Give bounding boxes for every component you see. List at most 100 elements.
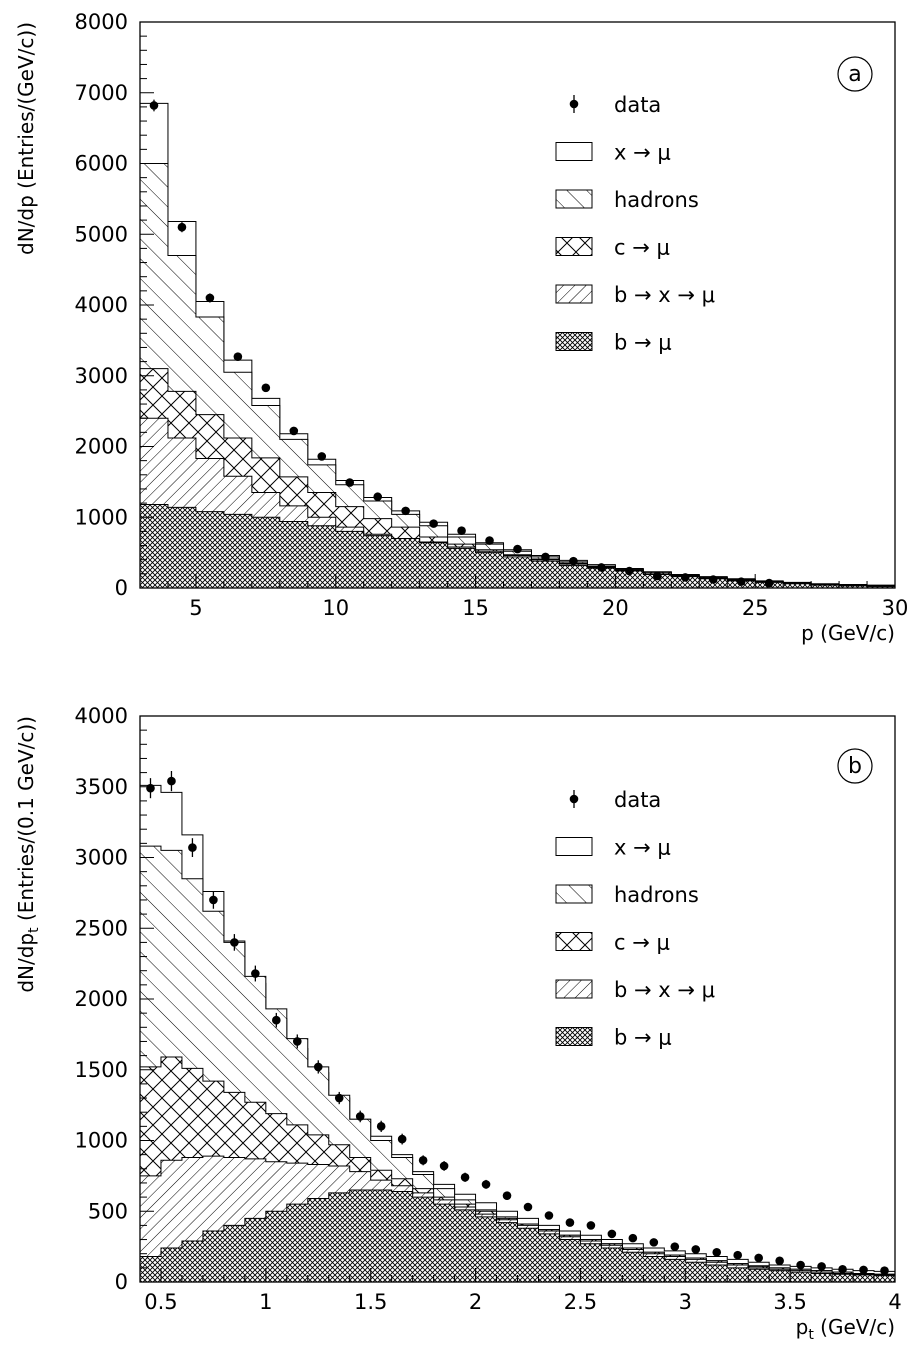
data-point [775, 1256, 784, 1266]
data-point [625, 566, 634, 576]
x-tick-label: 1.5 [354, 1290, 387, 1314]
legend-swatch [555, 932, 593, 951]
legend-swatch [555, 237, 593, 256]
y-axis-label-sub: t [26, 927, 42, 933]
data-point [649, 1238, 659, 1247]
legend-label: data [614, 93, 661, 117]
x-tick-label: 25 [742, 596, 769, 620]
y-axis-label-main: dN/dp [14, 933, 38, 993]
data-point [733, 1250, 743, 1260]
data-point [313, 1062, 323, 1072]
data-point [485, 536, 494, 545]
x-tick-label: 2 [469, 1290, 482, 1314]
data-point [880, 1266, 889, 1275]
y-tick-label: 7000 [75, 81, 128, 105]
data-point [317, 452, 327, 461]
x-axis-label-main: p [796, 1315, 809, 1339]
y-tick-label: 1000 [75, 1129, 128, 1153]
data-point [838, 1264, 847, 1274]
data-point [439, 1161, 449, 1171]
data-point [205, 293, 215, 303]
data-point [796, 1260, 805, 1270]
y-tick-label: 3000 [75, 364, 128, 388]
y-tick-label: 2500 [75, 916, 128, 940]
x-axis-label: pt (GeV/c) [796, 1315, 895, 1343]
y-tick-label: 1000 [75, 505, 128, 529]
y-tick-label: 4000 [75, 293, 128, 317]
data-point [481, 1180, 491, 1189]
data-point [513, 544, 522, 554]
y-tick-label: 6000 [75, 152, 128, 176]
data-point [569, 556, 578, 566]
x-axis-label-rest: (GeV/c) [814, 1315, 895, 1339]
data-point [376, 1122, 386, 1131]
data-point [565, 1218, 575, 1227]
data-point [251, 969, 260, 978]
data-point [544, 1211, 554, 1220]
y-axis-label: dN/dpt (Entries/(0.1 GeV/c)) [14, 716, 42, 993]
legend-label: b → μ [614, 331, 672, 355]
data-point [754, 1253, 763, 1263]
legend-label: b → x → μ [614, 978, 715, 1002]
y-tick-label: 3500 [75, 775, 128, 799]
legend-swatch [555, 332, 593, 351]
y-axis-label: dN/dp (Entries/(GeV/c)) [14, 22, 38, 255]
y-tick-label: 5000 [75, 222, 128, 246]
data-point [523, 1202, 533, 1212]
panel-b: 0 500 1000 1500 2000 2500 3000 3500 4000 0.5 1 1.5 2… [14, 704, 902, 1343]
x-tick-label: 30 [882, 596, 909, 620]
legend-swatch [555, 1027, 593, 1046]
data-point [272, 1015, 281, 1025]
data-point [292, 1037, 302, 1046]
legend-swatch [555, 837, 593, 856]
data-point [289, 426, 299, 436]
y-tick-label: 2000 [75, 435, 128, 459]
data-point [373, 492, 382, 502]
data-point [167, 776, 176, 786]
data-point [177, 222, 187, 232]
data-point [146, 783, 155, 793]
data-point [708, 575, 718, 584]
data-point [460, 1172, 470, 1182]
x-tick-label: 2.5 [564, 1290, 597, 1314]
x-axis-label: p (GeV/c) [801, 621, 895, 645]
y-tick-label: 2000 [75, 987, 128, 1011]
panel-tag-label: a [848, 62, 861, 87]
data-point [859, 1265, 868, 1275]
data-point [418, 1156, 428, 1165]
x-tick-label: 15 [462, 596, 489, 620]
y-tick-label: 3000 [75, 846, 128, 870]
data-point [541, 552, 550, 562]
y-axis-label-rest: (Entries/(0.1 GeV/c)) [14, 716, 38, 927]
data-point [691, 1245, 701, 1254]
data-point [502, 1191, 512, 1200]
y-tick-label: 0 [115, 1270, 128, 1294]
panel-tag-label: b [848, 754, 862, 779]
y-tick-label: 4000 [75, 704, 128, 728]
legend-label: x → μ [614, 836, 671, 860]
legend-label: b → μ [614, 1026, 672, 1050]
data-point [736, 577, 746, 586]
x-tick-label: 1 [259, 1290, 272, 1314]
data-point [345, 478, 355, 487]
legend-swatch [555, 189, 593, 209]
data-point [670, 1242, 680, 1251]
data-point [457, 526, 466, 535]
legend-label: b → x → μ [614, 283, 715, 307]
panel-tag-circle [837, 748, 873, 784]
panel-tag-circle [837, 56, 873, 92]
data-point [653, 571, 662, 581]
data-point [230, 938, 239, 947]
x-tick-label: 4 [888, 1290, 901, 1314]
panel-a: 0 1000 2000 3000 4000 5000 6000 7000 8000 5 10 15 20… [14, 10, 908, 645]
legend-data-marker [569, 99, 579, 109]
legend-swatch [555, 284, 593, 304]
data-point [334, 1093, 344, 1103]
data-point [188, 843, 197, 852]
legend-label: c → μ [614, 931, 670, 955]
legend-label: c → μ [614, 236, 670, 260]
data-point [764, 578, 774, 588]
legend-label: x → μ [614, 141, 671, 165]
data-point [597, 563, 606, 572]
